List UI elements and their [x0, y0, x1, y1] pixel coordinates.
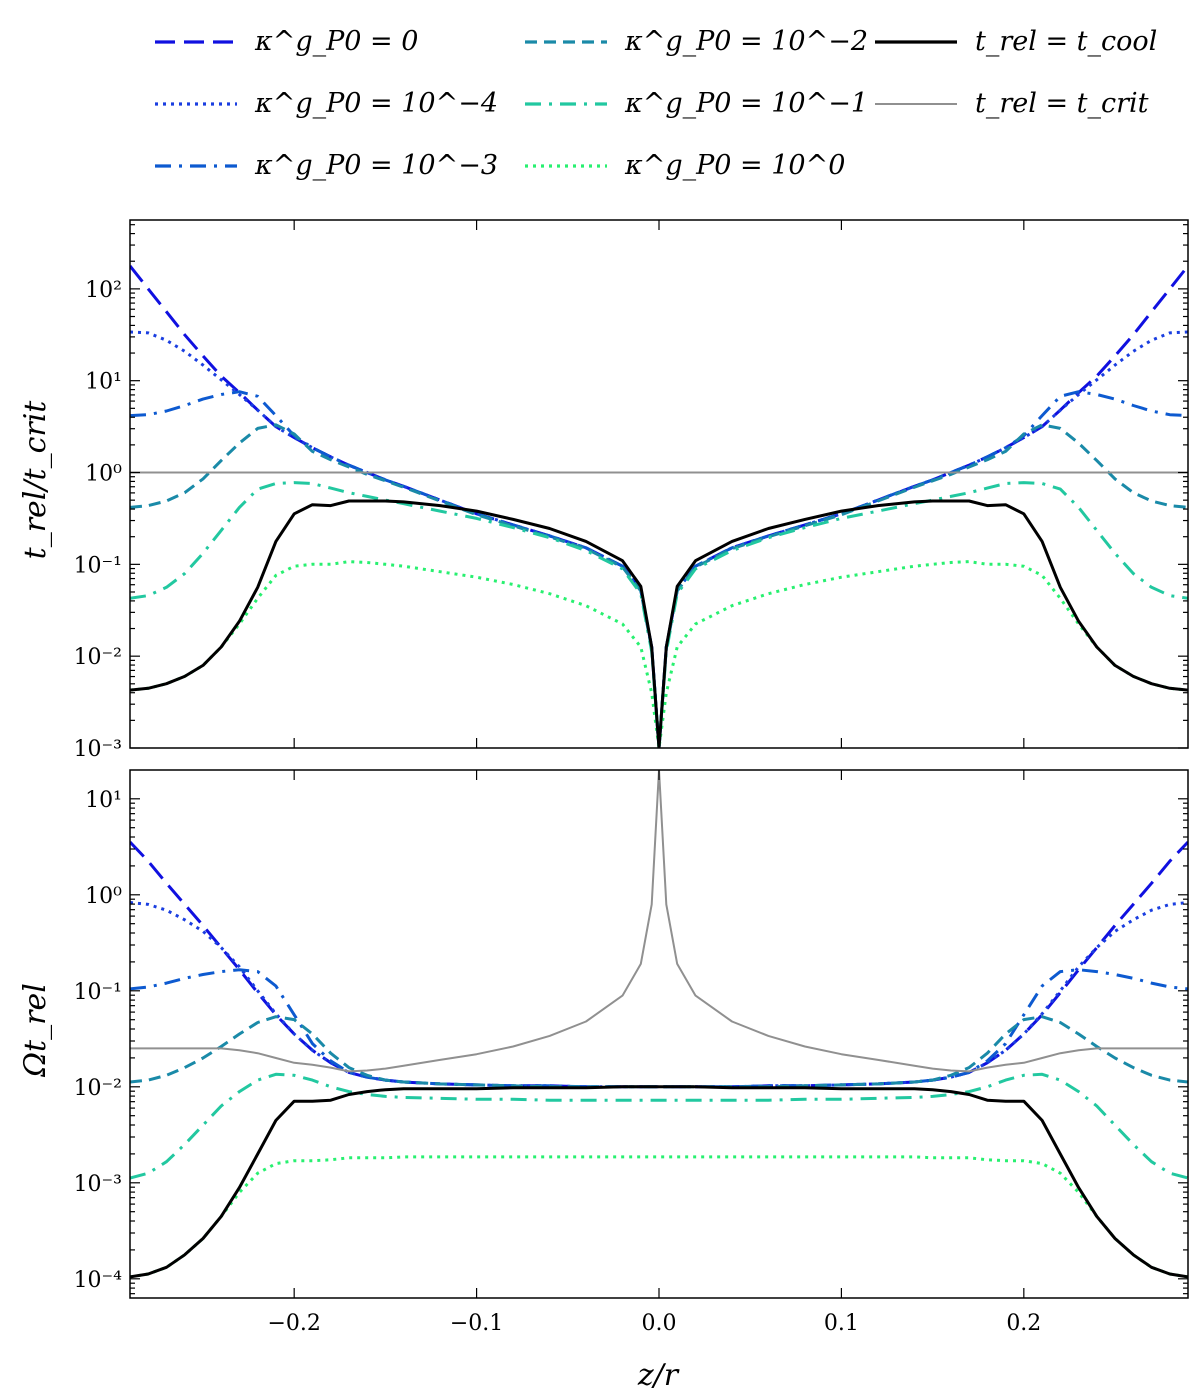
bottom-y-axis-label: Ωt_rel [18, 983, 53, 1078]
x-tick-label: 0.0 [642, 1311, 677, 1336]
top-axes: 10⁻³ 10⁻² 10⁻¹ 10⁰ 10¹ 10² [74, 219, 1189, 762]
legend-label-g-p0-10-1: κ^g_P0 = 10^−1 [624, 88, 868, 119]
bottom-series-g-p0-10-1 [130, 1072, 1188, 1180]
top-y-tick-label: 10⁻¹ [74, 553, 122, 578]
bottom-series-t-rel-t-crit [130, 770, 1188, 1073]
x-axis-label: z/r [637, 1358, 680, 1393]
bottom-series-g-p0-0 [130, 840, 1188, 1089]
top-series-g-p0-10-4 [130, 330, 1188, 748]
top-series-g-p0-10-2 [130, 423, 1188, 748]
legend: κ^g_P0 = 0 κ^g_P0 = 10^−4 κ^g_P0 = 10^−3 κ^… [155, 26, 1157, 181]
bottom-series-g-p0-10-3 [130, 968, 1188, 1089]
bottom-axes: 10⁻⁴ 10⁻³ 10⁻² 10⁻¹ 10⁰ 10¹ −0.2 −0.1 0.0 0.1 0.2 [74, 769, 1189, 1336]
bottom-series-group [130, 770, 1188, 1279]
bottom-y-tick-label: 10⁻² [74, 1076, 122, 1101]
bottom-plot-frame [129, 769, 1189, 1299]
legend-label-t-rel-t-cool: t_rel = t_cool [975, 26, 1157, 57]
bottom-series-g-p0-10-2 [130, 1015, 1188, 1089]
legend-label-g-p0-10-2: κ^g_P0 = 10^−2 [624, 26, 868, 57]
x-tick-label: 0.1 [824, 1311, 859, 1336]
bottom-y-tick-label: 10¹ [85, 788, 122, 813]
bottom-y-tick-label: 10⁻³ [74, 1172, 122, 1197]
top-y-tick-label: 10⁰ [85, 462, 122, 487]
bottom-y-tick-label: 10⁻⁴ [74, 1268, 123, 1293]
legend-label-g-p0-10-0: κ^g_P0 = 10^0 [624, 150, 845, 181]
bottom-y-tick-label: 10⁻¹ [74, 980, 122, 1005]
legend-label-g-p0-10-4: κ^g_P0 = 10^−4 [254, 88, 498, 119]
top-y-tick-label: 10⁻³ [74, 737, 122, 762]
top-y-tick-label: 10⁻² [74, 645, 122, 670]
bottom-series-g-p0-10-0 [130, 1155, 1188, 1279]
top-series-g-p0-0 [130, 264, 1188, 748]
top-panel: 10⁻³ 10⁻² 10⁻¹ 10⁰ 10¹ 10² t_rel/t_crit [18, 219, 1189, 762]
x-tick-label: −0.1 [450, 1311, 503, 1336]
bottom-y-tick-label: 10⁰ [85, 884, 122, 909]
bottom-series-t-rel-t-cool [130, 1085, 1188, 1279]
top-series-group [130, 264, 1188, 748]
legend-label-t-rel-t-crit: t_rel = t_crit [975, 88, 1149, 119]
top-series-g-p0-10-0 [130, 560, 1188, 748]
legend-label-g-p0-10-3: κ^g_P0 = 10^−3 [254, 150, 498, 181]
bottom-series-g-p0-10-4 [130, 901, 1188, 1089]
x-tick-label: −0.2 [267, 1311, 320, 1336]
legend-label-g-p0-0: κ^g_P0 = 0 [254, 26, 418, 57]
top-series-g-p0-10-3 [130, 390, 1188, 748]
top-y-tick-label: 10² [85, 278, 122, 303]
x-tick-label: 0.2 [1006, 1311, 1041, 1336]
top-y-tick-label: 10¹ [85, 370, 122, 395]
top-y-axis-label: t_rel/t_crit [18, 400, 53, 560]
top-series-t-rel-t-cool [130, 499, 1188, 748]
